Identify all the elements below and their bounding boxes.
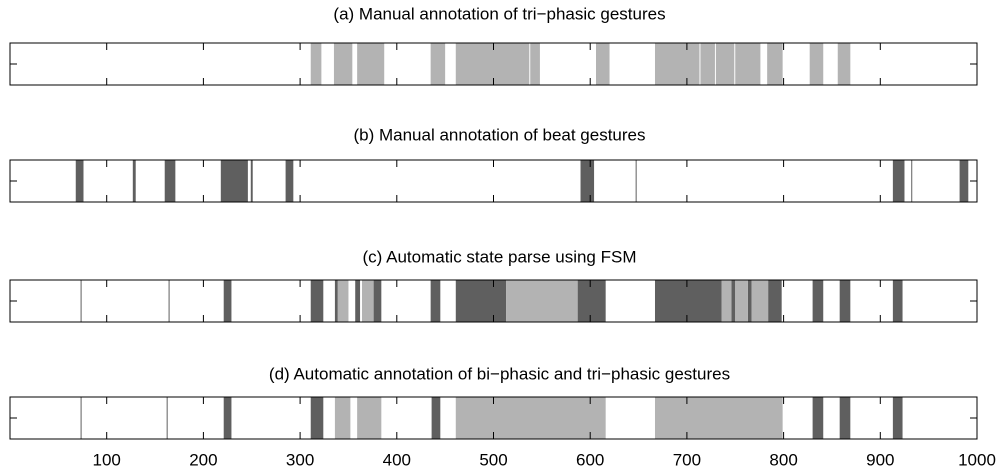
interval (809, 43, 824, 85)
interval (654, 280, 722, 322)
interval (132, 160, 136, 202)
interval (812, 397, 824, 439)
interval (310, 280, 324, 322)
interval (892, 280, 903, 322)
panel-title: (b) Manual annotation of beat gestures (353, 125, 645, 144)
interval (334, 280, 338, 322)
x-tick-label: 500 (479, 450, 507, 469)
panel-title: (c) Automatic state parse using FSM (363, 247, 637, 266)
interval (892, 397, 903, 439)
interval (250, 160, 253, 202)
x-tick-label: 100 (93, 450, 121, 469)
interval (355, 280, 361, 322)
interval (333, 43, 353, 85)
interval (892, 160, 905, 202)
interval (751, 280, 769, 322)
interval (839, 397, 851, 439)
interval (911, 160, 913, 202)
interval (430, 43, 446, 85)
interval (812, 280, 824, 322)
interval (731, 280, 736, 322)
interval (700, 43, 715, 85)
interval (310, 43, 322, 85)
interval (361, 280, 374, 322)
interval (75, 160, 84, 202)
x-tick-label: 700 (673, 450, 701, 469)
interval (580, 160, 595, 202)
interval (431, 397, 441, 439)
interval (577, 280, 606, 322)
x-tick-label: 1000 (958, 450, 996, 469)
interval (455, 280, 507, 322)
x-tick-label: 300 (286, 450, 314, 469)
interval (357, 397, 382, 439)
interval (747, 280, 752, 322)
interval (334, 397, 351, 439)
interval (654, 397, 783, 439)
panel-title: (a) Manual annotation of tri−phasic gest… (333, 4, 665, 23)
interval (837, 43, 851, 85)
interval (285, 160, 294, 202)
interval (635, 160, 637, 202)
interval (767, 43, 783, 85)
panel-title: (d) Automatic annotation of bi−phasic an… (269, 364, 730, 383)
interval (337, 280, 349, 322)
interval (168, 280, 170, 322)
interval (455, 397, 606, 439)
interval (223, 280, 232, 322)
interval (735, 43, 761, 85)
interval (455, 43, 530, 85)
interval (80, 280, 82, 322)
interval (715, 43, 735, 85)
interval (373, 280, 382, 322)
interval (768, 280, 782, 322)
x-tick-label: 900 (866, 450, 894, 469)
interval (839, 280, 851, 322)
interval (357, 43, 385, 85)
interval (959, 160, 969, 202)
interval (164, 160, 176, 202)
x-tick-label: 600 (576, 450, 604, 469)
interval (506, 280, 578, 322)
interval (654, 43, 700, 85)
x-tick-label: 200 (189, 450, 217, 469)
interval (310, 397, 324, 439)
x-tick-label: 800 (769, 450, 797, 469)
interval (166, 397, 168, 439)
x-tick-label: 400 (383, 450, 411, 469)
interval (223, 397, 232, 439)
interval (220, 160, 248, 202)
interval (80, 397, 82, 439)
interval (530, 43, 540, 85)
interval (735, 280, 748, 322)
interval (721, 280, 732, 322)
interval (596, 43, 610, 85)
interval (430, 280, 441, 322)
